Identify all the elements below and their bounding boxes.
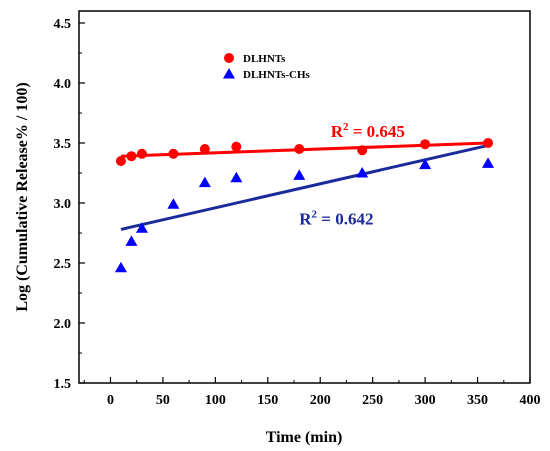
y-tick-label: 1.5 [54, 377, 72, 392]
legend-marker [224, 53, 234, 63]
r2-annotation-dlhnts: R2 = 0.645 [331, 121, 405, 141]
x-tick-label: 300 [415, 393, 436, 408]
r2-value: = 0.645 [349, 122, 405, 141]
legend-marker [223, 68, 235, 79]
r2-prefix: R [299, 210, 312, 229]
x-tick-label: 50 [156, 393, 170, 408]
data-point [198, 176, 211, 188]
tick-labels: 0 50 100 150 200 250 300 350 400 1.5 2.0 2.5 3.0 3.5 4… [54, 17, 541, 408]
data-point [126, 151, 137, 162]
data-point [167, 198, 180, 209]
x-tick-label: 0 [107, 393, 114, 408]
x-axis-title: Time (min) [266, 429, 343, 446]
data-point [357, 145, 368, 156]
legend-label-dlhnts-chs: DLHNTs-CHs [243, 69, 311, 81]
y-tick-label: 2.0 [54, 317, 72, 332]
data-point [230, 171, 243, 183]
data-markers [114, 138, 495, 273]
data-point [419, 158, 432, 170]
x-tick-label: 400 [520, 393, 541, 408]
data-point [136, 148, 147, 159]
axis-ticks [79, 22, 531, 384]
plot-frame [78, 10, 531, 384]
data-point [125, 235, 138, 246]
data-point [168, 148, 179, 159]
data-point [199, 144, 210, 154]
data-point [293, 169, 306, 180]
data-point [356, 167, 369, 178]
data-point [294, 144, 305, 154]
legend-label-dlhnts: DLHNTs [243, 53, 286, 65]
data-point [135, 222, 148, 233]
y-tick-label: 4.5 [54, 17, 72, 32]
data-point [114, 261, 127, 273]
r2-superscript: 2 [312, 209, 318, 221]
data-point [115, 156, 126, 166]
data-point [483, 138, 494, 148]
x-tick-label: 350 [467, 393, 488, 408]
x-tick-label: 100 [205, 393, 226, 408]
r2-value: = 0.642 [317, 210, 373, 229]
r2-prefix: R [331, 122, 344, 141]
fit-line [120, 143, 489, 231]
legend: DLHNTs DLHNTs-CHs [223, 53, 311, 81]
y-tick-label: 4.0 [54, 77, 72, 92]
data-point [420, 139, 431, 150]
x-tick-label: 150 [257, 393, 278, 408]
r2-annotation-dlhnts-chs: R2 = 0.642 [299, 209, 373, 229]
legend-marker-dlhnts-chs [223, 68, 235, 79]
r2-superscript: 2 [343, 121, 349, 133]
data-point [231, 141, 242, 152]
y-axis-title: Log (Cumulative Release% / 100) [14, 82, 31, 311]
x-tick-label: 250 [362, 393, 383, 408]
y-tick-label: 3.5 [54, 137, 72, 152]
y-tick-label: 2.5 [54, 257, 72, 272]
y-tick-label: 3.0 [54, 197, 72, 212]
x-tick-label: 200 [310, 393, 331, 408]
data-point [482, 157, 495, 168]
legend-marker-dlhnts [224, 53, 234, 63]
